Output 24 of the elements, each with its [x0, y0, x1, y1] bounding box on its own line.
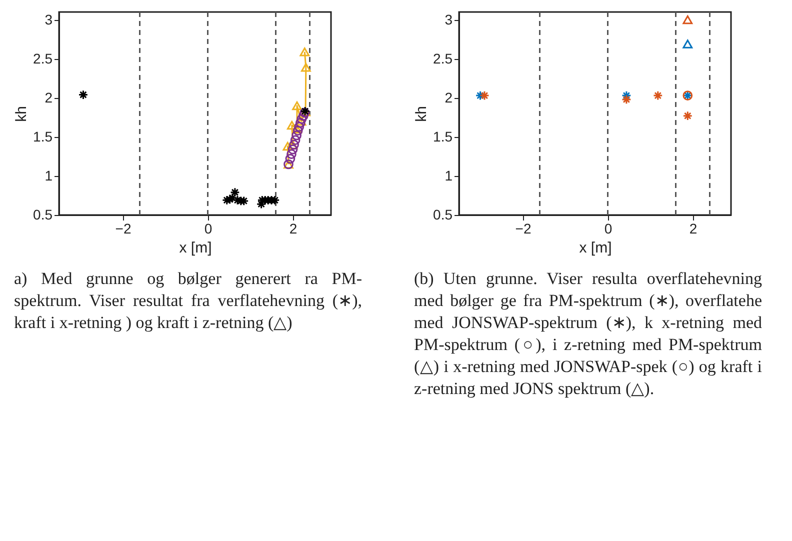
y-tick-label: 2.5	[433, 50, 453, 66]
y-axis-title: kh	[413, 106, 430, 122]
x-tick-label: −2	[515, 220, 532, 236]
y-tick-label: 0.5	[33, 206, 53, 222]
x-axis-title: x [m]	[579, 240, 612, 256]
y-tick-label: 3	[444, 11, 453, 28]
y-tick-label: 2	[44, 89, 53, 106]
y-tick-label: 1.5	[433, 128, 453, 144]
x-tick-label: 2	[689, 220, 698, 236]
text: (b) Uten grunne. Viser resulta overflatehevning med bølger ge fra PM-spektrum (∗), overflatehe med JONSWAP-spektrum (∗), k x-retning med PM-spektrum (○), i z-retning med PM-spektrum (△) i x-retning med JONSWAP-spek (○) og kraft i z-retning med JONS spektrum (△).	[413, 268, 763, 400]
y-tick-label: 3	[44, 11, 53, 28]
y-tick-label: 2	[444, 89, 453, 106]
y-tick-label: 2.5	[33, 50, 53, 66]
y-tick-label: 1.5	[33, 128, 53, 144]
y-tick-label: 1	[444, 167, 453, 184]
x-axis-title: x [m]	[179, 240, 212, 256]
x-tick-label: −2	[115, 220, 132, 236]
x-tick-label: 2	[289, 220, 298, 236]
x-tick-label: 0	[204, 220, 212, 236]
text: a) Med grunne og bølger generert ra PM-spektrum. Viser resultat fra verflatehevning (∗), kraft i x-retning ) og kraft i z-retning (△)	[13, 268, 363, 334]
y-tick-label: 0.5	[433, 206, 453, 222]
y-axis-title: kh	[13, 106, 30, 122]
y-tick-label: 1	[44, 167, 53, 184]
x-tick-label: 0	[604, 220, 612, 236]
